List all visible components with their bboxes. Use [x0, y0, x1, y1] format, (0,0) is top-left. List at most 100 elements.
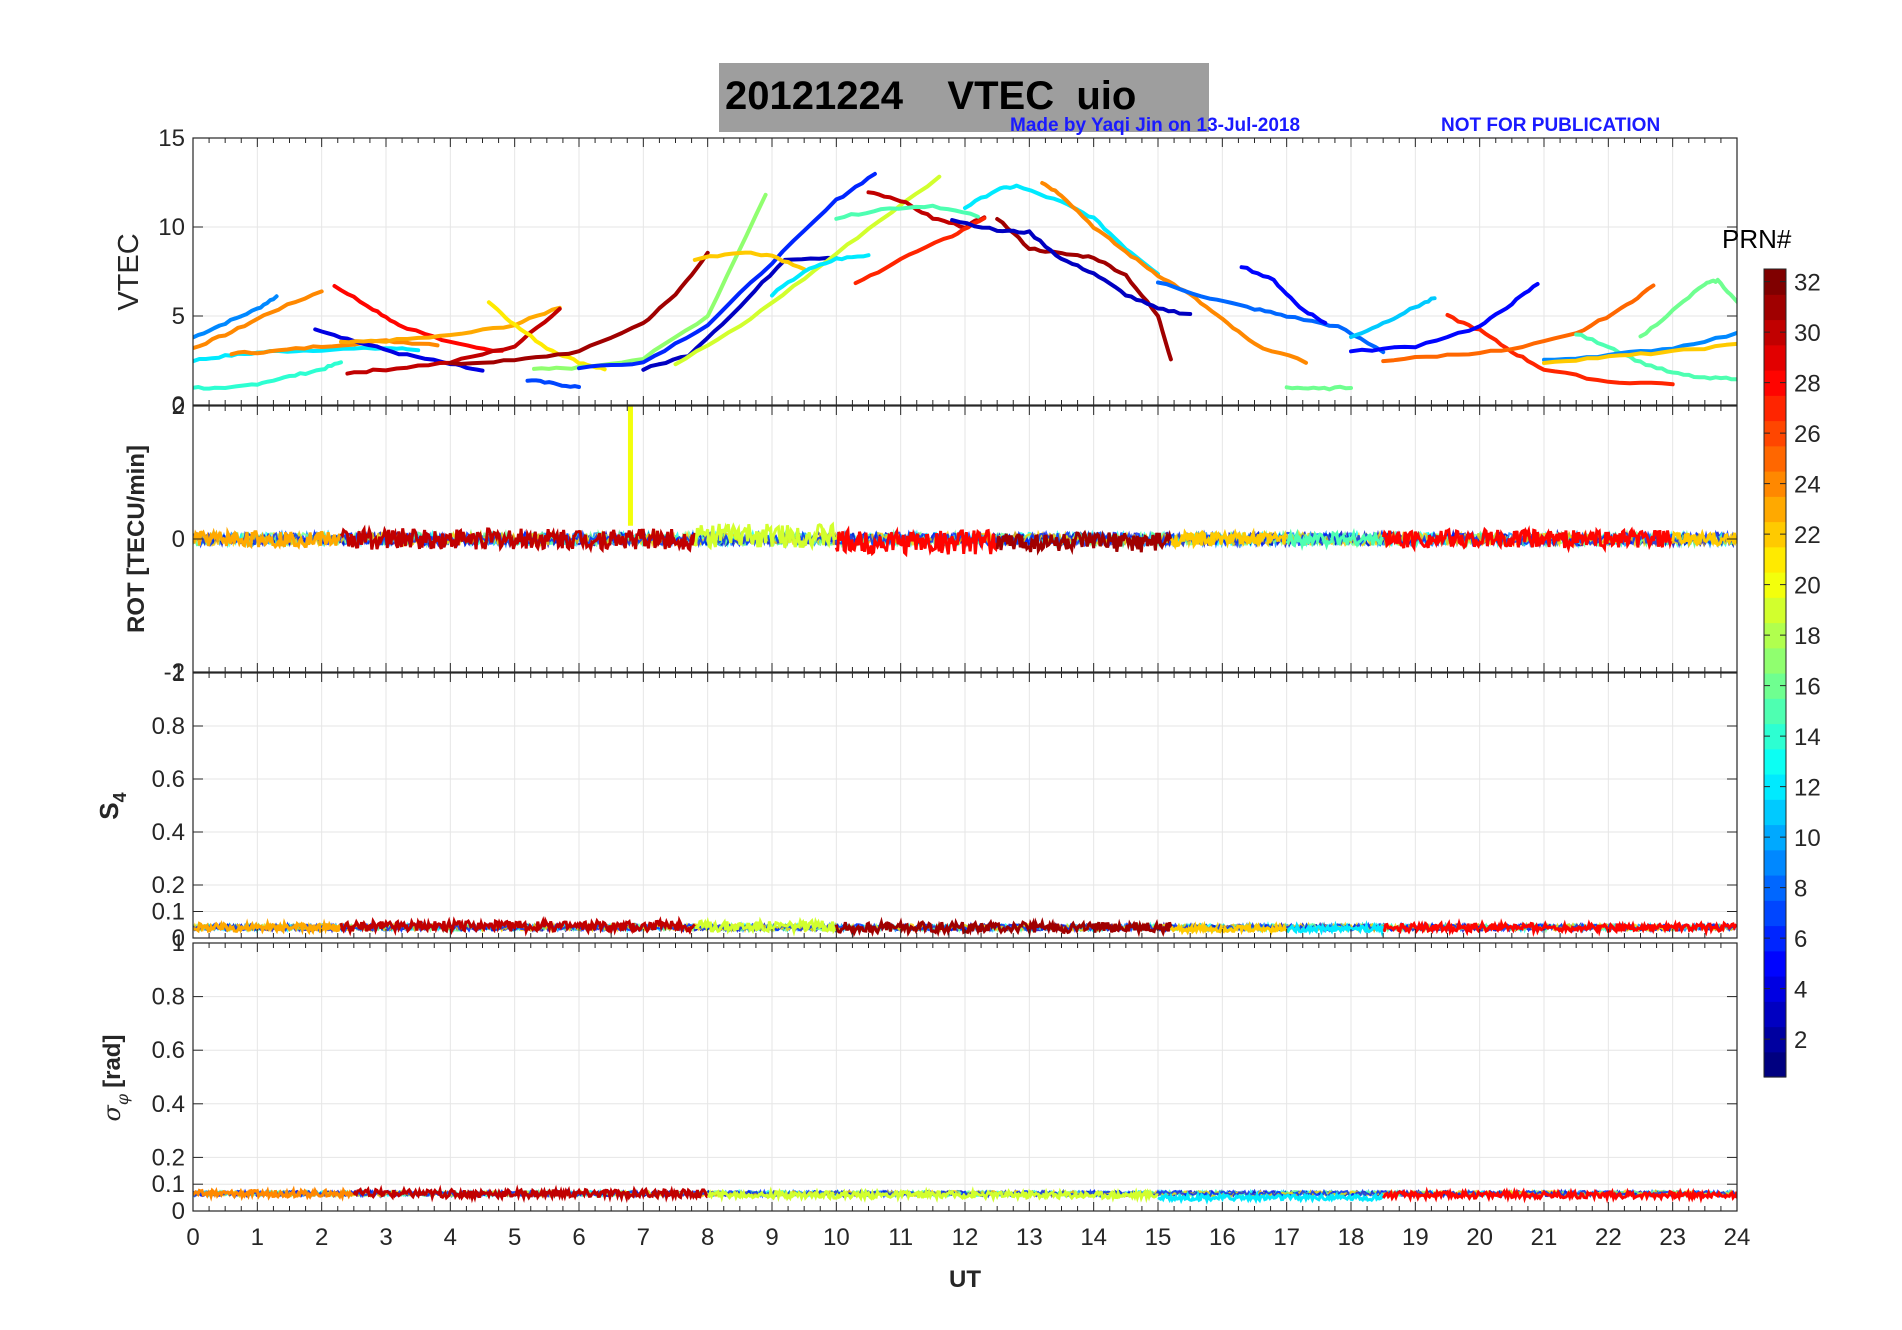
colorbar-band: [1764, 698, 1786, 725]
x-tick-label: 14: [1080, 1224, 1107, 1251]
colorbar-band: [1764, 799, 1786, 826]
y-tick-label: 0.1: [152, 899, 185, 926]
vtec-series-line-prn31: [995, 217, 1173, 362]
y-tick-label: 2: [172, 393, 185, 420]
y-tick-label: 0: [172, 1198, 185, 1225]
x-tick-label: 15: [1145, 1224, 1172, 1251]
x-tick-label: 4: [444, 1224, 457, 1251]
colorbar-band: [1764, 294, 1786, 321]
vtec-ylabel: VTEC: [113, 233, 145, 310]
colorbar-band: [1764, 1051, 1786, 1078]
x-tick-label: 11: [888, 1224, 913, 1251]
x-tick-label: 1: [251, 1224, 264, 1251]
x-tick-label: 12: [952, 1224, 979, 1251]
colorbar-tick-label: 14: [1794, 724, 1821, 751]
y-tick-label: 0: [172, 925, 185, 952]
rot-trace-prn30: [339, 524, 697, 554]
vtec-series-line-prn12: [193, 345, 421, 364]
colorbar-band: [1764, 597, 1786, 624]
y-tick-label: 0.6: [152, 1037, 185, 1064]
vtec-series-line-prn17: [532, 192, 768, 371]
rot-panel: -202 ROT [TECU/min]: [123, 393, 1738, 686]
s4-panel: 00.10.2 0.4 0.6 0.8 1 S4: [94, 660, 1738, 952]
colorbar-tick-label: 2: [1794, 1027, 1807, 1054]
vtec-series-line-prn22: [692, 250, 807, 272]
sigma-ylabel: σφ [rad]: [98, 1035, 132, 1122]
rot-ylabel: ROT [TECU/min]: [123, 445, 150, 633]
y-tick-label: 1: [172, 660, 185, 687]
sigma-trace-prn28: [1381, 1186, 1737, 1204]
y-tick-label: 0.4: [152, 819, 185, 846]
s4-trace-prn31: [834, 916, 1173, 938]
colorbar-tick-label: 26: [1794, 421, 1821, 448]
colorbar-band: [1764, 546, 1786, 573]
vtec-series-line-prn23: [339, 305, 562, 345]
colorbar-band: [1764, 647, 1786, 674]
vtec-series-line-prn15: [834, 203, 980, 221]
s4-trace-prn12: [1285, 920, 1385, 938]
y-tick-label: 0.2: [152, 872, 185, 899]
title-date: 20121224: [725, 74, 903, 118]
s4-ticks: [192, 672, 1738, 939]
y-tick-label: 10: [158, 214, 185, 241]
s4-trace-prn30: [339, 915, 696, 937]
colorbar-tick-label: 28: [1794, 371, 1821, 398]
rot-trace-prn31: [995, 529, 1173, 556]
vtec-series-line-prn28: [332, 284, 504, 353]
x-tick-label: 20: [1466, 1224, 1493, 1251]
s4-trace-prn23: [193, 918, 342, 936]
colorbar-gradient: [1764, 269, 1786, 1078]
x-tick-label: 2: [315, 1224, 328, 1251]
colorbar-band: [1764, 319, 1786, 346]
colorbar-label: PRN#: [1722, 224, 1792, 254]
colorbar-band: [1764, 622, 1786, 649]
rot-trace-prn22: [1169, 527, 1288, 551]
y-tick-label: 5: [172, 303, 185, 330]
colorbar-tick-label: 8: [1794, 876, 1807, 903]
y-tick-label: 0.6: [152, 766, 185, 793]
colorbar-band: [1764, 774, 1786, 800]
rot-axes-frame: [192, 405, 1738, 673]
x-tick-label: 18: [1338, 1224, 1365, 1251]
colorbar-tick-label: 12: [1794, 775, 1821, 802]
y-tick-label: 1: [172, 930, 185, 957]
x-tick-label: 23: [1659, 1224, 1686, 1251]
s4-trace-prn28: [1382, 918, 1737, 938]
colorbar-band: [1764, 723, 1786, 750]
colorbar-band: [1764, 976, 1786, 1002]
rot-ytick-labels: -202: [164, 393, 185, 686]
vtec-series-line-prn31: [448, 250, 710, 366]
sigma-ylabel-unit: [rad]: [99, 1035, 126, 1088]
x-tick-label: 17: [1273, 1224, 1300, 1251]
colorbar-band: [1764, 572, 1786, 598]
colorbar-band: [1764, 824, 1786, 851]
vtec-ytick-labels: 0 5 10 15: [158, 125, 185, 419]
y-tick-label: 0.1: [152, 1171, 185, 1198]
sigma-trace-prn24: [193, 1185, 354, 1202]
colorbar-band: [1764, 1001, 1786, 1028]
sigma-ylabel-main: σ: [98, 1104, 126, 1121]
x-tick-label: 21: [1531, 1224, 1558, 1251]
y-tick-label: -2: [164, 659, 185, 686]
colorbar-band: [1764, 395, 1786, 422]
s4-trace-prn19: [694, 916, 838, 937]
colorbar-band: [1764, 950, 1786, 977]
y-tick-label: 0.8: [152, 984, 185, 1011]
vtec-series-line-prn25: [1381, 283, 1656, 364]
x-tick-label: 22: [1595, 1224, 1622, 1251]
x-tick-label: 3: [379, 1224, 392, 1251]
x-tick-label: 7: [637, 1224, 650, 1251]
notice-text: NOT FOR PUBLICATION: [1441, 115, 1661, 136]
x-tick-label: 5: [508, 1224, 521, 1251]
x-tick-label: 16: [1209, 1224, 1236, 1251]
y-tick-label: 15: [158, 125, 185, 152]
rot-trace-prn23: [193, 526, 342, 550]
y-tick-label: 0.8: [152, 713, 185, 740]
rot-trace-prn19: [693, 521, 837, 552]
vtec-series-line-prn6: [577, 171, 877, 371]
colorbar-band: [1764, 673, 1786, 699]
vtec-series-line-prn9: [193, 294, 279, 340]
colorbar-band: [1764, 445, 1786, 472]
colorbar-tick-label: 16: [1794, 674, 1821, 701]
